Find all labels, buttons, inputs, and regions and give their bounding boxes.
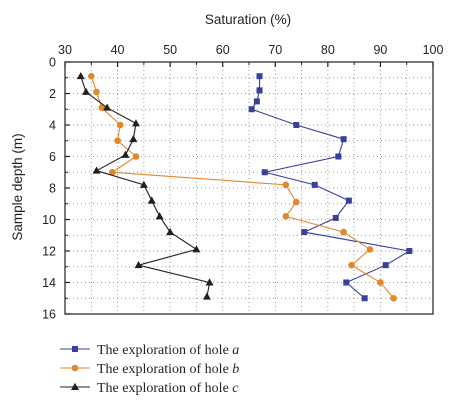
data-point-b — [132, 153, 140, 160]
data-point-a — [311, 181, 318, 188]
legend-marker — [71, 382, 79, 390]
data-point-a — [256, 87, 263, 94]
data-point-b — [348, 261, 355, 269]
x-tick-label: 100 — [423, 43, 444, 57]
data-point-c — [82, 87, 91, 95]
legend-label: The exploration of hole a — [97, 343, 239, 358]
x-tick-label: 30 — [58, 43, 72, 57]
series — [76, 71, 413, 302]
x-tick-label: 60 — [216, 43, 230, 57]
y-tick-label: 8 — [49, 182, 56, 196]
data-point-c — [92, 166, 101, 174]
legend-marker — [71, 364, 79, 372]
data-point-b — [87, 72, 95, 80]
y-tick-label: 16 — [42, 308, 56, 322]
data-point-c — [134, 260, 143, 269]
data-point-b — [282, 213, 290, 220]
y-tick-label: 10 — [42, 213, 56, 227]
x-axis-title: Saturation (%) — [205, 12, 291, 27]
y-tick-label: 12 — [42, 245, 56, 259]
y-tick-label: 0 — [49, 56, 56, 70]
data-point-b — [366, 246, 374, 253]
data-point-c — [147, 196, 156, 204]
data-point-a — [361, 295, 368, 302]
x-tick-label: 50 — [163, 43, 177, 57]
legend-entry-c: The exploration of hole c — [60, 381, 239, 396]
series-line-a — [250, 76, 411, 299]
data-point-b — [98, 104, 106, 111]
data-point-a — [340, 136, 347, 143]
data-point-c — [192, 245, 201, 253]
data-point-b — [114, 137, 121, 145]
y-tick-label: 2 — [49, 87, 56, 101]
data-point-b — [109, 168, 116, 176]
data-point-c — [155, 212, 164, 220]
data-point-a — [261, 169, 268, 176]
data-point-a — [382, 262, 389, 269]
data-point-c — [76, 71, 85, 80]
x-tick-label: 70 — [268, 43, 282, 57]
data-point-c — [131, 119, 140, 127]
data-point-c — [129, 134, 138, 143]
data-point-c — [139, 180, 148, 188]
legend-marker — [72, 346, 78, 352]
data-point-a — [248, 106, 255, 113]
data-point-c — [103, 103, 112, 111]
data-point-c — [166, 227, 175, 236]
series-a — [248, 73, 413, 302]
legend-label: The exploration of hole b — [97, 362, 239, 377]
legend-label: The exploration of hole c — [97, 381, 239, 396]
data-point-b — [340, 228, 347, 236]
data-point-c — [121, 150, 130, 158]
legend-entry-b: The exploration of hole b — [60, 362, 239, 377]
data-point-c — [202, 292, 211, 300]
data-point-a — [293, 122, 300, 128]
data-point-b — [93, 88, 100, 96]
data-point-a — [345, 197, 352, 204]
axis-ticks: 30 40 50 60 70 80 90 100 0 2 4 6 8 10 12 14 16 — [42, 43, 443, 322]
data-point-b — [116, 121, 124, 129]
data-point-c — [205, 278, 214, 286]
data-point-b — [282, 181, 290, 189]
data-point-a — [343, 279, 350, 286]
data-point-a — [253, 98, 260, 105]
x-tick-label: 80 — [321, 43, 335, 57]
legend-entry-a: The exploration of hole a — [60, 343, 239, 358]
data-point-b — [293, 198, 300, 206]
data-point-a — [406, 248, 413, 254]
data-point-a — [301, 229, 308, 236]
data-point-a — [335, 153, 342, 160]
y-tick-label: 6 — [49, 150, 56, 164]
data-point-b — [377, 279, 384, 286]
grid — [65, 62, 433, 314]
y-tick-label: 14 — [42, 276, 56, 290]
x-tick-label: 40 — [111, 43, 125, 57]
x-tick-label: 90 — [373, 43, 387, 57]
data-point-a — [256, 73, 263, 80]
y-axis-title: Sample depth (m) — [10, 133, 25, 240]
y-tick-label: 4 — [49, 119, 56, 133]
data-point-b — [390, 294, 397, 302]
series-c — [76, 71, 214, 300]
data-point-a — [332, 214, 339, 221]
series-b — [87, 72, 397, 302]
legend: The exploration of hole a The exploration… — [60, 343, 239, 396]
